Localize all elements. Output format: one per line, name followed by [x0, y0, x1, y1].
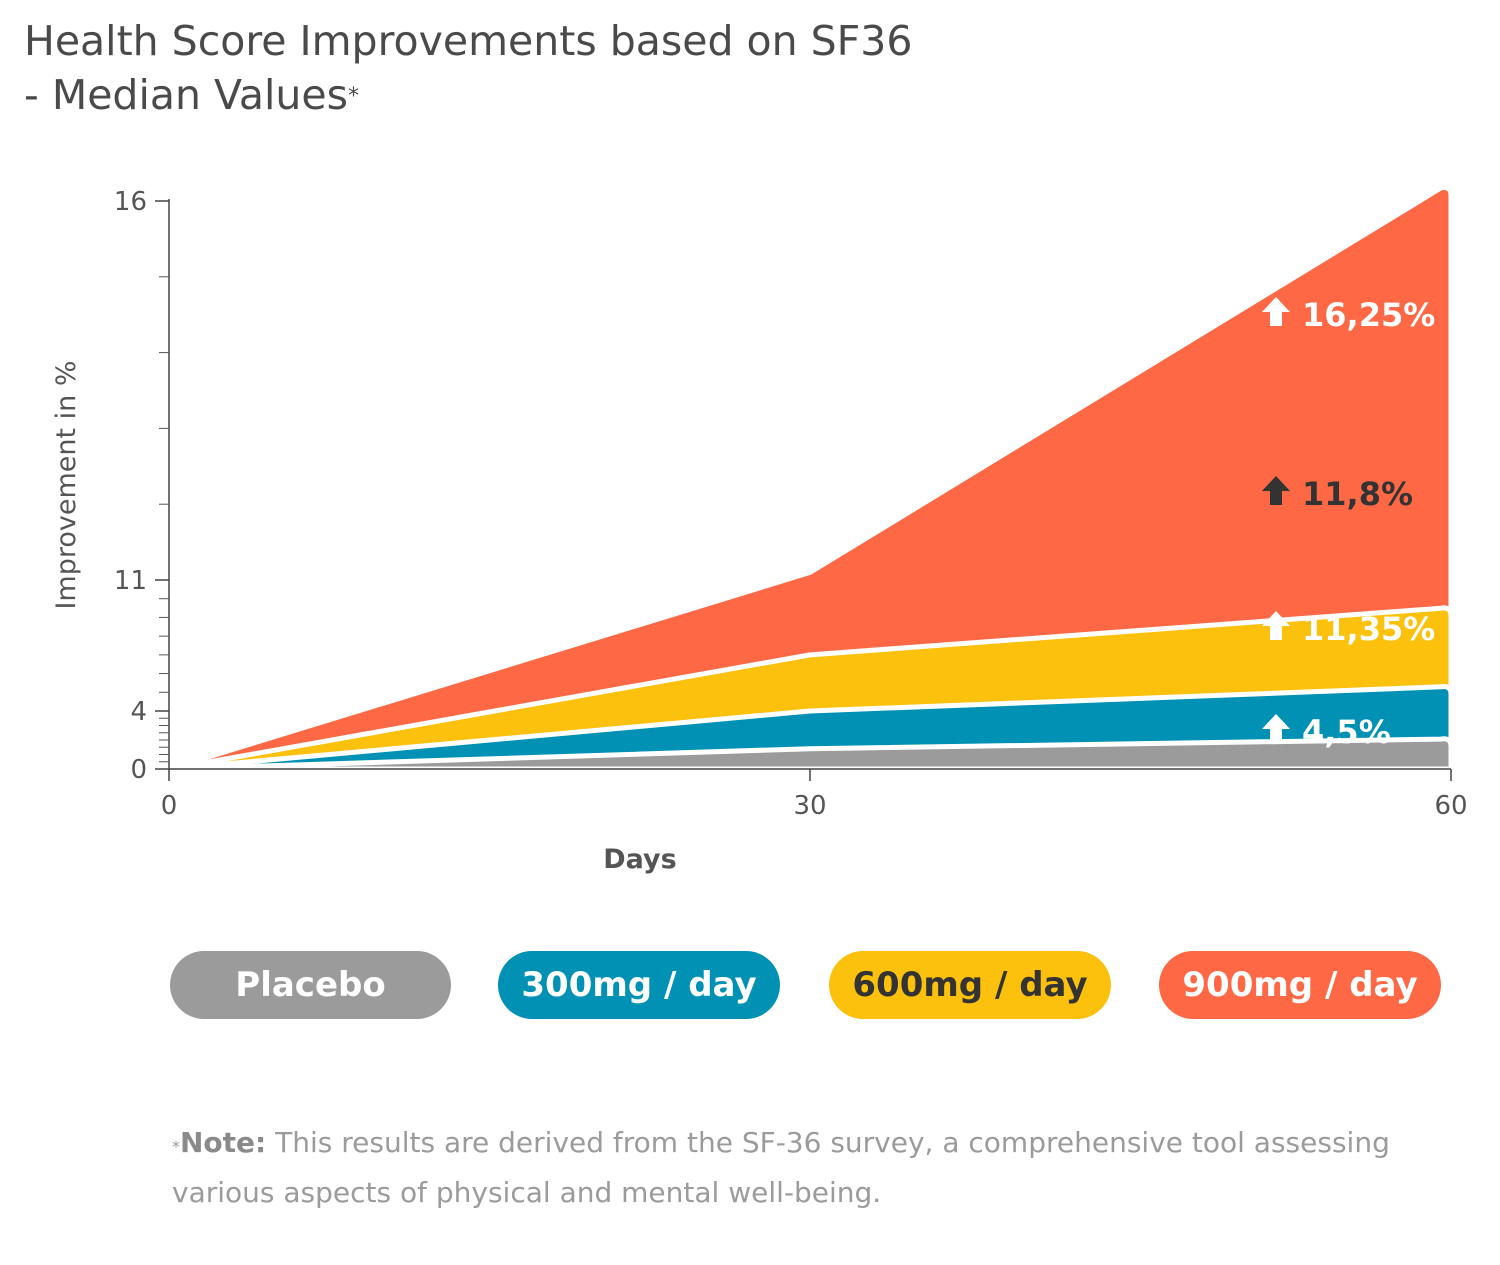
series-label: 4,5%: [1262, 713, 1391, 751]
series-value-label: 16,25%: [1302, 296, 1435, 334]
arrow-up-icon: [1262, 611, 1290, 640]
legend-label: 900mg / day: [1182, 965, 1418, 1005]
area-900mg-day: [166, 185, 1454, 772]
series-label: 11,35%: [1262, 610, 1435, 648]
legend-600mg-button[interactable]: 600mg / day: [829, 951, 1111, 1019]
chart-title: Health Score Improvements based on SF36 …: [24, 14, 924, 122]
arrow-up-icon: [1262, 297, 1290, 326]
area-chart: 0 4 11 16 0 30 60 Days Improvement in % 4,5% 11,3…: [51, 185, 1468, 875]
series-label: 16,25%: [1262, 296, 1435, 334]
legend-label: 300mg / day: [521, 965, 757, 1005]
legend: Placebo 300mg / day 600mg / day 900mg / …: [0, 951, 1500, 1021]
footnote: *Note: This results are derived from the…: [172, 1118, 1432, 1218]
series-value-label: 11,35%: [1302, 610, 1435, 648]
footnote-text: This results are derived from the SF-36 …: [172, 1126, 1390, 1209]
legend-300mg-button[interactable]: 300mg / day: [498, 951, 780, 1019]
y-tick-label: 4: [130, 697, 147, 727]
series-value-label: 4,5%: [1302, 713, 1391, 751]
y-tick-label: 16: [114, 187, 147, 217]
x-tick-label: 0: [161, 791, 178, 821]
axes: 0 4 11 16 0 30 60 Days Improvement in %: [51, 187, 1468, 875]
series-value-label: 11,8%: [1302, 475, 1413, 513]
y-axis-title: Improvement in %: [51, 360, 82, 609]
chart-title-text: Health Score Improvements based on SF36 …: [24, 17, 913, 119]
footnote-mark: *: [172, 1137, 180, 1156]
x-tick-label: 30: [793, 791, 826, 821]
arrow-up-icon: [1262, 714, 1290, 743]
legend-label: 600mg / day: [852, 965, 1088, 1005]
legend-900mg-button[interactable]: 900mg / day: [1159, 951, 1441, 1019]
y-tick-label: 0: [130, 755, 147, 785]
footnote-label: Note:: [180, 1126, 267, 1159]
legend-label: Placebo: [235, 965, 386, 1005]
series-labels: 4,5% 11,35% 11,8% 16,25%: [1262, 296, 1435, 751]
series-areas: [166, 185, 1454, 772]
x-axis-title: Days: [603, 844, 676, 875]
title-footnote-mark: *: [347, 84, 359, 109]
x-tick-label: 60: [1434, 791, 1467, 821]
y-tick-label: 11: [114, 566, 147, 596]
series-label: 11,8%: [1262, 475, 1413, 513]
area-placebo: [166, 736, 1454, 772]
arrow-up-icon: [1262, 476, 1290, 505]
legend-placebo-button[interactable]: Placebo: [170, 951, 451, 1019]
